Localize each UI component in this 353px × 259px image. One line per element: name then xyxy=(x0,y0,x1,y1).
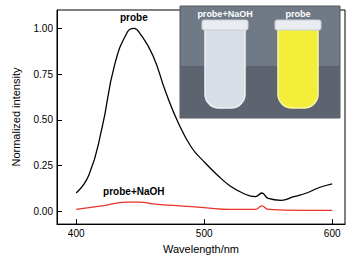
svg-text:1.00: 1.00 xyxy=(34,23,54,34)
svg-text:probe+NaOH: probe+NaOH xyxy=(197,9,252,19)
svg-text:0.00: 0.00 xyxy=(34,206,54,217)
svg-text:probe+NaOH: probe+NaOH xyxy=(103,186,164,197)
svg-text:0.75: 0.75 xyxy=(34,69,54,80)
svg-text:0.25: 0.25 xyxy=(34,160,54,171)
svg-text:probe: probe xyxy=(285,9,310,19)
svg-text:0.50: 0.50 xyxy=(34,114,54,125)
svg-text:600: 600 xyxy=(324,228,341,239)
svg-text:400: 400 xyxy=(68,228,85,239)
svg-text:probe: probe xyxy=(120,12,148,23)
svg-text:500: 500 xyxy=(196,228,213,239)
svg-text:Normalized intensity: Normalized intensity xyxy=(10,67,22,167)
svg-text:Wavelength/nm: Wavelength/nm xyxy=(163,243,239,255)
